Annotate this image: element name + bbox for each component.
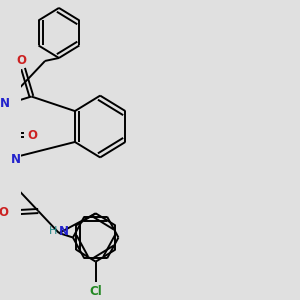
Text: O: O	[28, 129, 38, 142]
Text: Cl: Cl	[89, 285, 102, 298]
Text: O: O	[17, 54, 27, 67]
Text: H: H	[49, 226, 57, 236]
Text: N: N	[11, 153, 21, 166]
Text: N: N	[0, 97, 10, 110]
Text: O: O	[0, 206, 8, 219]
Text: N: N	[59, 225, 69, 238]
